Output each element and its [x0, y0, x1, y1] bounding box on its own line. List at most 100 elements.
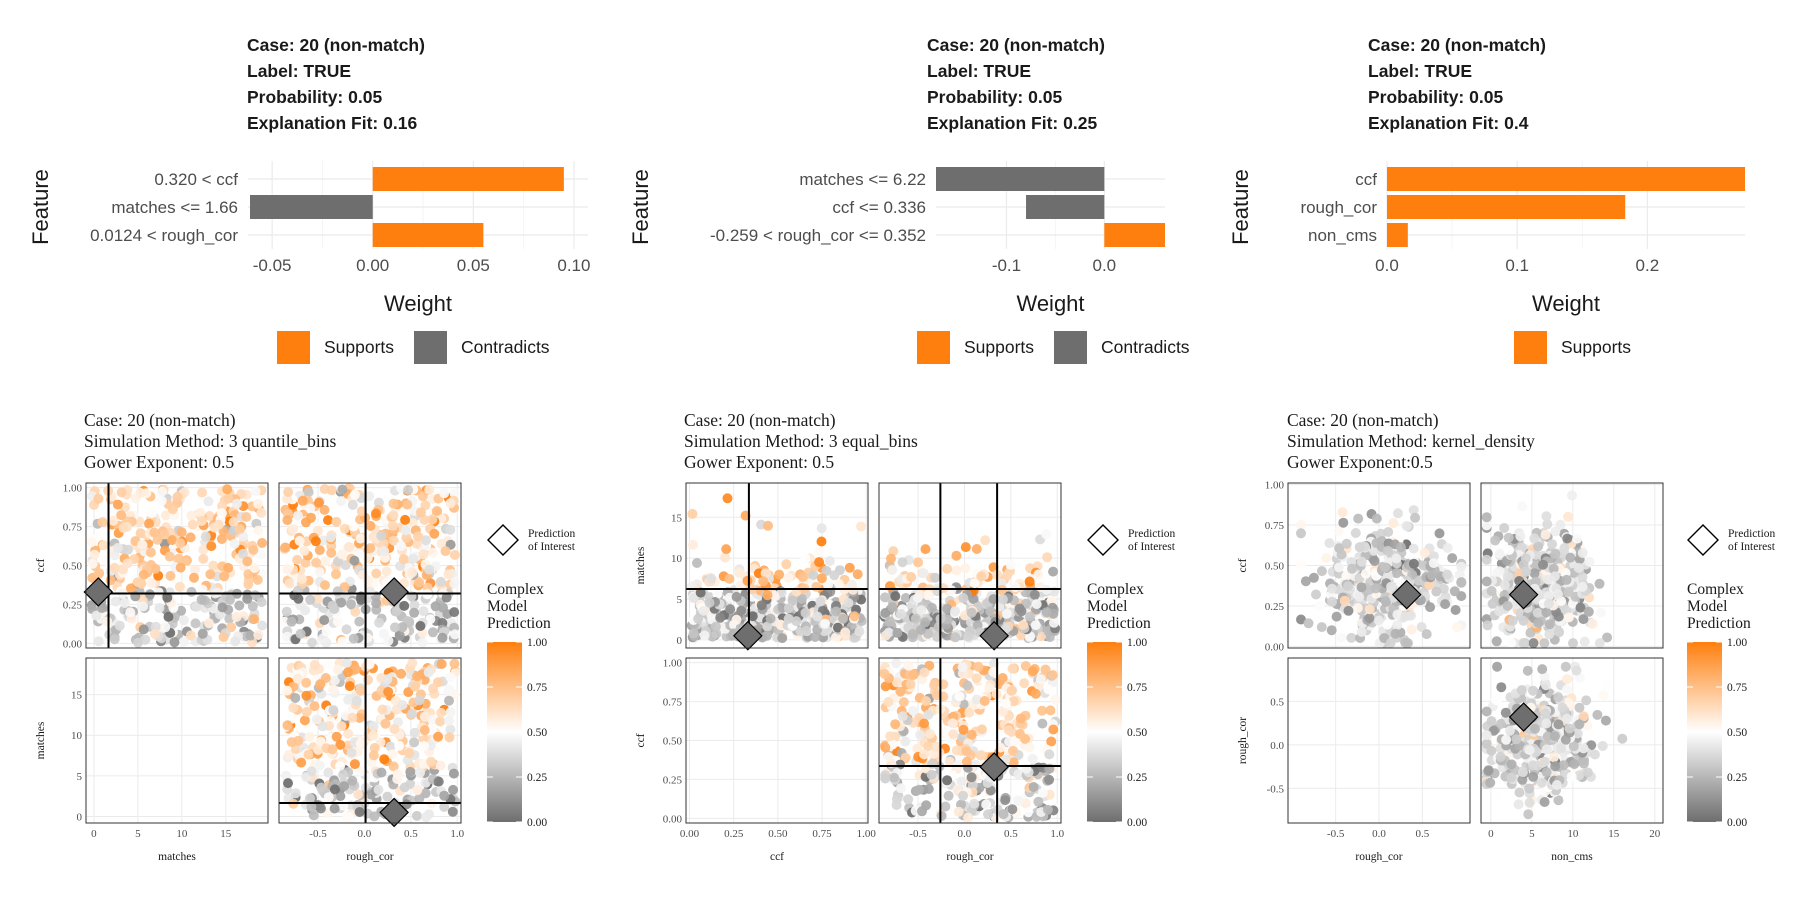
data-point	[247, 601, 258, 612]
data-point	[421, 535, 431, 546]
data-point	[445, 672, 456, 683]
data-point	[1575, 602, 1586, 613]
data-point	[1491, 636, 1502, 647]
feature-label: rough_cor	[1300, 198, 1377, 217]
data-point	[1347, 563, 1357, 574]
data-point	[1566, 771, 1577, 782]
data-point	[346, 747, 357, 758]
data-point	[397, 700, 408, 710]
data-point	[371, 568, 382, 579]
data-point	[439, 488, 450, 499]
data-point	[1562, 684, 1572, 695]
data-point	[1369, 556, 1380, 566]
data-point	[1572, 533, 1583, 544]
data-point	[731, 614, 742, 625]
weight-bar	[936, 167, 1105, 191]
data-point	[337, 636, 348, 647]
data-point	[301, 677, 312, 688]
data-point	[295, 628, 306, 639]
data-point	[157, 486, 168, 497]
x-axis-title: matches	[158, 851, 196, 863]
data-point	[1574, 770, 1585, 781]
data-point	[931, 741, 942, 752]
data-point	[942, 603, 953, 614]
data-point	[821, 565, 832, 576]
data-point	[710, 621, 721, 632]
data-point	[1045, 705, 1056, 716]
data-point	[1336, 632, 1347, 643]
data-point	[150, 629, 160, 639]
data-point	[1431, 586, 1442, 597]
data-point	[153, 587, 164, 598]
data-point	[724, 573, 735, 584]
data-point	[312, 593, 323, 604]
data-point	[1524, 797, 1535, 808]
facet-cell	[1287, 482, 1471, 649]
data-point	[1327, 596, 1337, 607]
x-tick-label: 10	[176, 828, 188, 840]
data-point	[731, 591, 742, 602]
explanation-legend-1: Supports Contradicts	[277, 330, 550, 364]
title-line: Case: 20 (non-match)	[247, 35, 425, 55]
facet-border	[85, 482, 269, 649]
data-point	[900, 736, 911, 747]
y-tick-label: 10	[671, 553, 683, 565]
data-point	[209, 522, 220, 533]
data-point	[245, 630, 256, 641]
data-point	[816, 523, 827, 534]
data-point	[1548, 563, 1559, 574]
data-point	[328, 684, 339, 695]
data-point	[341, 812, 352, 823]
data-point	[1538, 559, 1549, 570]
data-point	[1456, 561, 1467, 572]
prediction-of-interest-marker	[1391, 579, 1422, 610]
data-point	[167, 535, 177, 546]
data-point	[257, 538, 268, 548]
data-point	[1334, 562, 1344, 573]
y-tick-label: 0.50	[1265, 561, 1285, 573]
data-point	[389, 724, 400, 734]
data-point	[896, 609, 906, 619]
data-point	[1558, 760, 1569, 771]
data-point	[365, 543, 376, 554]
data-point	[283, 487, 294, 497]
data-point	[439, 790, 450, 801]
data-point	[783, 572, 794, 583]
legend-item-contradicts: Contradicts	[414, 330, 550, 364]
facet-background	[86, 658, 268, 823]
data-point	[409, 600, 420, 611]
x-tick-label: 0.2	[1636, 256, 1660, 275]
data-point	[385, 741, 396, 752]
data-point	[1341, 571, 1352, 581]
data-point	[297, 495, 308, 506]
data-point	[443, 569, 454, 580]
data-point	[420, 500, 431, 511]
data-point	[1486, 745, 1497, 756]
data-point	[1481, 554, 1492, 565]
data-point	[1353, 513, 1364, 524]
data-point	[1416, 622, 1427, 632]
data-point	[1595, 607, 1606, 618]
facet-cell	[278, 657, 462, 828]
data-point	[1500, 707, 1511, 718]
data-point	[1515, 531, 1526, 542]
data-point	[926, 602, 937, 613]
data-point	[388, 535, 399, 546]
x-tick-label: -0.5	[309, 828, 327, 840]
data-point	[1386, 581, 1397, 592]
data-point	[1419, 548, 1430, 558]
data-point	[1514, 787, 1525, 798]
data-point	[1504, 725, 1515, 736]
data-point	[907, 629, 918, 639]
data-point	[419, 741, 430, 751]
data-point	[186, 586, 197, 597]
data-point	[1495, 751, 1506, 762]
data-point	[303, 749, 314, 760]
data-point	[1033, 796, 1044, 807]
shape-legend-label: Prediction	[528, 528, 576, 540]
data-point	[1354, 592, 1365, 603]
data-point	[926, 769, 937, 780]
data-point	[969, 798, 980, 809]
data-point	[1537, 664, 1548, 675]
